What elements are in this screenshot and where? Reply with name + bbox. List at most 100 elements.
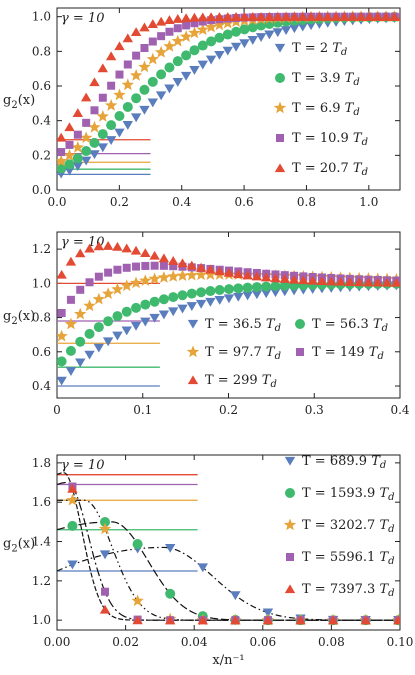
data-point bbox=[57, 308, 66, 317]
y-tick-label: 0.6 bbox=[32, 345, 51, 359]
x-tick-label: 0.2 bbox=[110, 195, 129, 209]
data-point bbox=[279, 280, 290, 291]
fit-curve bbox=[56, 472, 400, 621]
data-point bbox=[147, 98, 158, 108]
data-point bbox=[381, 277, 393, 287]
data-point bbox=[57, 163, 67, 174]
y-axis-label: g2(x) bbox=[3, 309, 35, 327]
data-point bbox=[67, 483, 78, 493]
data-point bbox=[223, 294, 235, 304]
x-tick-label: 0.4 bbox=[172, 195, 191, 209]
data-point bbox=[168, 292, 179, 303]
data-point bbox=[233, 269, 244, 279]
markers bbox=[57, 10, 400, 179]
data-point bbox=[180, 71, 192, 81]
data-point bbox=[347, 11, 358, 21]
data-point bbox=[141, 261, 150, 270]
data-point bbox=[114, 128, 125, 138]
data-point bbox=[214, 266, 225, 276]
data-point bbox=[131, 302, 142, 313]
data-point bbox=[64, 159, 75, 170]
legend-entry: T = 7397.3 Td bbox=[284, 582, 395, 599]
legend-marker bbox=[276, 134, 284, 142]
data-point bbox=[391, 277, 400, 287]
data-point bbox=[264, 30, 275, 40]
legend-entry: T = 56.3 Td bbox=[295, 317, 388, 334]
y-tick-label: 1.0 bbox=[32, 10, 51, 24]
data-point bbox=[297, 11, 308, 21]
data-point bbox=[158, 294, 169, 305]
y-tick-label: 0.6 bbox=[32, 79, 51, 93]
data-point bbox=[264, 11, 275, 21]
data-point bbox=[197, 60, 208, 70]
data-point bbox=[113, 265, 122, 274]
data-point bbox=[67, 560, 78, 570]
y-tick-label: 0.8 bbox=[32, 44, 51, 58]
data-point bbox=[84, 243, 95, 253]
data-point bbox=[112, 241, 123, 251]
data-point bbox=[251, 282, 262, 293]
data-point bbox=[164, 15, 175, 24]
data-point bbox=[222, 12, 233, 21]
y-axis-label: g2(x) bbox=[3, 537, 35, 555]
y-tick-label: 0.8 bbox=[32, 311, 51, 325]
data-point bbox=[64, 122, 75, 132]
data-point bbox=[79, 131, 93, 144]
data-point bbox=[214, 12, 225, 21]
data-point bbox=[230, 12, 242, 21]
data-point bbox=[214, 285, 225, 296]
data-point bbox=[140, 317, 151, 327]
data-point bbox=[121, 306, 132, 317]
legend-entry: T = 689.9 Td bbox=[284, 454, 386, 471]
data-point bbox=[164, 615, 176, 625]
data-point bbox=[102, 241, 114, 250]
data-point bbox=[327, 615, 339, 625]
legend-marker bbox=[284, 584, 296, 594]
legend-entry: T = 2 Td bbox=[274, 41, 347, 58]
legend-label: T = 3.9 Td bbox=[292, 71, 360, 88]
data-point bbox=[97, 143, 109, 153]
legend-label: T = 7397.3 Td bbox=[302, 582, 395, 599]
data-point bbox=[94, 272, 103, 281]
data-point bbox=[289, 11, 300, 21]
data-point bbox=[364, 11, 375, 21]
data-point bbox=[129, 69, 143, 81]
data-point bbox=[242, 282, 253, 293]
data-point bbox=[105, 136, 117, 146]
legend-label: T = 56.3 Td bbox=[312, 317, 388, 334]
data-point bbox=[93, 322, 104, 333]
y-axis-label: g2(x) bbox=[3, 93, 35, 111]
data-point bbox=[355, 11, 367, 21]
gamma-annotation: γ = 10 bbox=[61, 235, 104, 250]
data-point bbox=[93, 343, 105, 353]
data-point bbox=[188, 26, 201, 39]
data-point bbox=[149, 313, 160, 323]
data-point bbox=[288, 274, 300, 284]
x-tick-label: 0.4 bbox=[390, 403, 409, 417]
legend-marker bbox=[274, 163, 286, 173]
data-point bbox=[198, 17, 207, 26]
data-point bbox=[223, 267, 235, 277]
data-point bbox=[372, 11, 383, 21]
data-point bbox=[222, 29, 233, 40]
data-point bbox=[335, 276, 346, 286]
data-point bbox=[262, 615, 274, 625]
data-point bbox=[230, 615, 241, 625]
data-point bbox=[242, 270, 253, 280]
legend-marker bbox=[283, 518, 297, 531]
data-point bbox=[122, 101, 133, 112]
data-point bbox=[344, 277, 356, 286]
data-point bbox=[270, 281, 281, 292]
data-point bbox=[214, 296, 225, 305]
data-point bbox=[326, 276, 337, 286]
data-point bbox=[132, 539, 143, 550]
legend-label: T = 299 Td bbox=[205, 373, 277, 390]
legend-marker bbox=[186, 345, 200, 358]
data-point bbox=[172, 56, 183, 67]
panel-3: 0.00 0.02 0.04 0.06 0.08 0.10 1.0 1.2 1.4 1.6 1.8 g… bbox=[3, 454, 413, 668]
markers bbox=[66, 482, 400, 626]
data-point bbox=[330, 11, 342, 21]
data-point bbox=[169, 262, 178, 271]
data-point bbox=[114, 110, 125, 121]
data-point bbox=[132, 51, 141, 60]
